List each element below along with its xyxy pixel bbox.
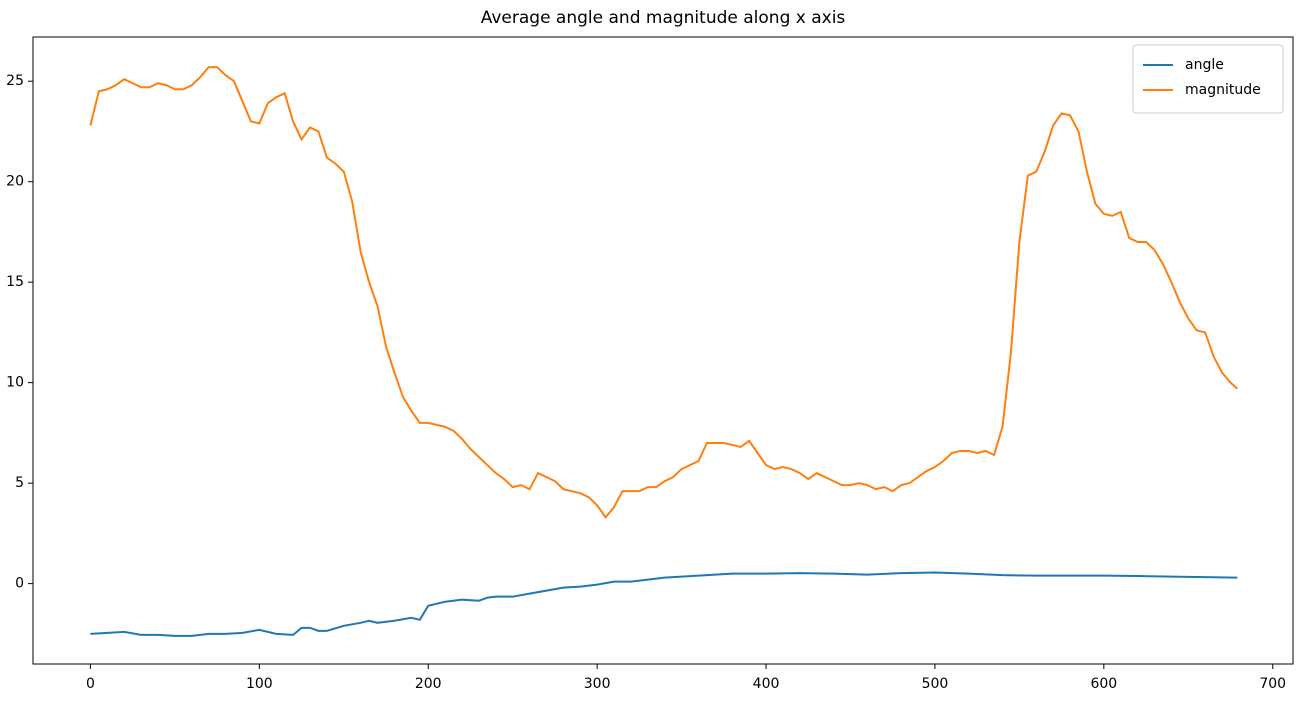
y-tick-label: 10 <box>6 375 24 391</box>
x-tick-label: 700 <box>1259 676 1286 692</box>
y-tick-label: 20 <box>6 174 24 190</box>
line-angle <box>90 571 1238 637</box>
x-tick-label: 400 <box>753 676 780 692</box>
x-tick-label: 100 <box>246 676 273 692</box>
legend-label: angle <box>1185 57 1224 73</box>
x-tick-label: 0 <box>86 676 95 692</box>
legend-label: magnitude <box>1185 82 1261 98</box>
plot-frame <box>32 36 1294 665</box>
x-tick-label: 200 <box>415 676 442 692</box>
chart-title: Average angle and magnitude along x axis <box>481 8 846 28</box>
line-magnitude <box>89 66 1238 519</box>
y-tick-label: 15 <box>6 274 24 290</box>
x-tick-label: 600 <box>1090 676 1117 692</box>
x-tick-label: 300 <box>584 676 611 692</box>
legend-box <box>1132 44 1284 114</box>
y-tick-label: 0 <box>15 576 24 592</box>
y-tick-label: 5 <box>15 475 24 491</box>
y-tick-label: 25 <box>6 73 24 89</box>
x-tick-label: 500 <box>922 676 949 692</box>
